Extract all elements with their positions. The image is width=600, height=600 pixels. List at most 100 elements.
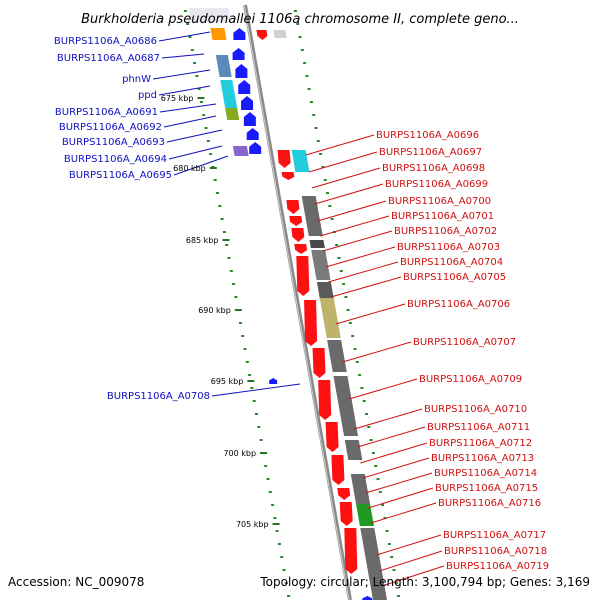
gene-label[interactable]: BURPS1106A_A0719	[446, 561, 549, 572]
ring-dot	[277, 543, 281, 545]
ring-dot	[328, 205, 332, 207]
ring-dot	[378, 491, 382, 493]
gene-label[interactable]: BURPS1106A_A0709	[419, 374, 522, 385]
cog-box	[356, 504, 374, 526]
ring-dot	[252, 400, 256, 402]
ring-dot	[271, 504, 275, 506]
gene-label[interactable]: BURPS1106A_A0702	[394, 226, 497, 237]
ring-dot	[197, 88, 201, 90]
ring-dot	[273, 517, 277, 519]
map-title: Burkholderia pseudomallei 1106a chromoso…	[81, 12, 519, 27]
gene-label[interactable]: BURPS1106A_A0711	[427, 422, 530, 433]
ring-dot	[309, 101, 313, 103]
leader-line	[348, 378, 418, 400]
ring-dot	[321, 166, 325, 168]
tick-label: 700 kbp	[223, 449, 256, 458]
gene-label[interactable]: BURPS1106A_A0710	[424, 404, 527, 415]
gene-label[interactable]: BURPS1106A_A0694	[64, 154, 167, 165]
ring-dot	[264, 465, 268, 467]
gene-arrow	[269, 378, 278, 384]
gene-label[interactable]: BURPS1106A_A0692	[59, 122, 162, 133]
leader-line	[152, 69, 211, 80]
gene-arrow	[286, 200, 300, 214]
leader-line	[163, 115, 217, 128]
leader-line	[158, 85, 211, 96]
ring-dot	[369, 439, 373, 441]
gene-label[interactable]: BURPS1106A_A0705	[403, 272, 506, 283]
ring-dot	[312, 114, 316, 116]
ring-dot	[186, 23, 190, 25]
gene-labels-left: BURPS1106A_A0686 BURPS1106A_A0687 phnW ppd B…	[54, 36, 210, 402]
gene-label[interactable]: BURPS1106A_A0707	[413, 337, 516, 348]
tick-label: 705 kbp	[236, 520, 269, 529]
gene-label[interactable]: BURPS1106A_A0698	[382, 163, 485, 174]
gene-features	[188, 8, 387, 600]
gene-label[interactable]: BURPS1106A_A0697	[379, 147, 482, 158]
ring-dot	[376, 478, 380, 480]
ring-dot	[348, 322, 352, 324]
cog-box	[350, 474, 371, 504]
leader-line	[376, 534, 442, 556]
ring-dot	[206, 140, 210, 142]
ring-dot	[199, 101, 203, 103]
leader-line	[379, 550, 443, 572]
leader-line	[211, 383, 301, 397]
gene-label[interactable]: BURPS1106A_A0716	[438, 498, 541, 509]
ring-dot	[367, 426, 371, 428]
backbone	[243, 4, 352, 600]
gene-label[interactable]: BURPS1106A_A0713	[431, 453, 534, 464]
leader-line	[158, 31, 211, 42]
gene-label[interactable]: BURPS1106A_A0691	[55, 107, 158, 118]
gene-label[interactable]: BURPS1106A_A0686	[54, 36, 157, 47]
ring-dot	[213, 179, 217, 181]
cog-box	[273, 30, 287, 38]
ring-dot	[188, 36, 192, 38]
ring-dot	[344, 296, 348, 298]
ring-dot	[296, 23, 300, 25]
leader-line	[354, 408, 423, 430]
leader-line	[328, 261, 399, 283]
cog-box	[327, 340, 347, 372]
ring-dot	[259, 439, 263, 441]
ring-dot	[266, 478, 270, 480]
gene-label[interactable]: BURPS1106A_A0701	[391, 211, 494, 222]
gene-arrow	[312, 348, 326, 378]
gene-label[interactable]: BURPS1106A_A0712	[429, 438, 532, 449]
cog-box	[210, 28, 227, 40]
ring-dot	[397, 595, 401, 597]
gene-label[interactable]: BURPS1106A_A0704	[400, 257, 503, 268]
gene-label[interactable]: BURPS1106A_A0696	[376, 130, 479, 141]
gene-label[interactable]: BURPS1106A_A0700	[388, 196, 491, 207]
ring-dot	[250, 387, 254, 389]
gene-label[interactable]: ppd	[138, 90, 157, 101]
topology-text: Topology: circular; Length: 3,100,794 bp…	[259, 575, 590, 589]
gene-label[interactable]: BURPS1106A_A0699	[385, 179, 488, 190]
gene-label[interactable]: BURPS1106A_A0715	[435, 483, 538, 494]
cog-box	[311, 250, 331, 280]
tick-label: 690 kbp	[198, 306, 231, 315]
gene-label[interactable]: BURPS1106A_A0693	[62, 137, 165, 148]
gene-label[interactable]: BURPS1106A_A0717	[443, 530, 546, 541]
cog-box	[316, 282, 334, 298]
ring-dot	[323, 179, 327, 181]
gene-arrow	[238, 80, 251, 94]
ring-dot	[385, 530, 389, 532]
ring-dot	[305, 75, 309, 77]
gene-label[interactable]: BURPS1106A_A0718	[444, 546, 547, 557]
gene-label[interactable]: BURPS1106A_A0706	[407, 299, 510, 310]
gene-label[interactable]: BURPS1106A_A0703	[397, 242, 500, 253]
leader-line	[370, 502, 437, 524]
ring-dot	[316, 140, 320, 142]
ring-dot	[346, 309, 350, 311]
gene-arrow	[325, 422, 339, 452]
gene-label[interactable]: phnW	[122, 74, 151, 85]
leader-line	[325, 246, 396, 268]
leader-line	[330, 276, 402, 298]
ring-dot	[298, 36, 302, 38]
gene-label[interactable]: BURPS1106A_A0714	[434, 468, 537, 479]
gene-label[interactable]: BURPS1106A_A0695	[69, 170, 172, 181]
gene-label[interactable]: BURPS1106A_A0687	[57, 53, 160, 64]
gene-label[interactable]: BURPS1106A_A0708	[107, 391, 210, 402]
